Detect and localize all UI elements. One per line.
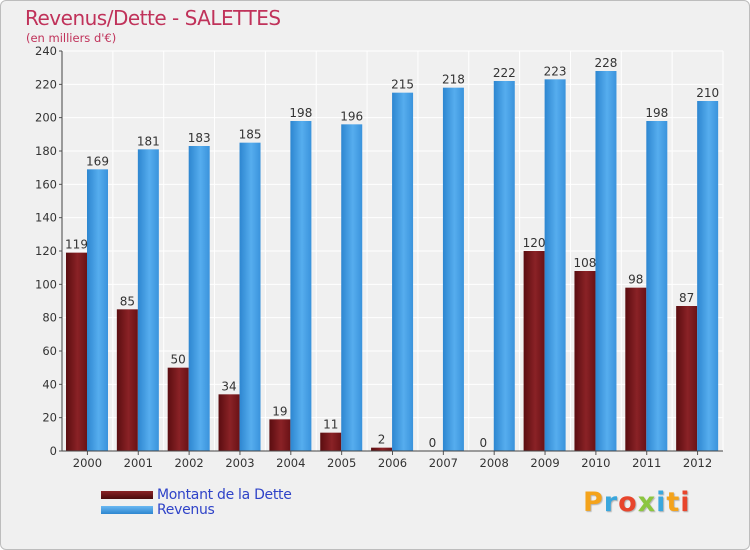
data-label-debt-2004: 19 [272, 404, 287, 418]
x-tick-label-2006: 2006 [378, 456, 407, 470]
chart-subtitle: (en milliers d'€) [26, 31, 117, 45]
data-label-debt-2002: 50 [171, 353, 186, 367]
logo-letter: i [680, 487, 691, 518]
data-label-debt-2000: 119 [65, 238, 88, 252]
y-tick-label: 200 [35, 111, 57, 125]
bar-revenue-2006 [392, 92, 414, 452]
bar-debt-2001 [116, 309, 138, 451]
data-label-revenue-2002: 183 [188, 131, 211, 145]
y-tick-label: 0 [50, 444, 57, 458]
bar-revenue-2011 [646, 121, 668, 451]
data-label-debt-2006: 2 [378, 433, 386, 447]
logo-letter: i [656, 487, 667, 518]
y-tick-label: 240 [35, 44, 57, 58]
x-tick-label-2010: 2010 [581, 456, 610, 470]
bar-revenue-2009 [544, 79, 566, 451]
y-tick-label: 220 [35, 77, 57, 91]
data-label-debt-2012: 87 [679, 291, 694, 305]
x-tick-label-2003: 2003 [225, 456, 254, 470]
legend-label-revenue: Revenus [157, 502, 215, 518]
data-label-revenue-2010: 228 [595, 56, 618, 70]
legend-swatch-revenue [101, 506, 153, 514]
data-label-debt-2008: 0 [479, 436, 487, 450]
bar-revenue-2000 [87, 169, 108, 452]
logo-letter: x [637, 487, 657, 518]
bar-debt-2012 [676, 306, 698, 451]
data-label-revenue-2009: 223 [544, 64, 567, 78]
logo-letter: t [666, 487, 681, 518]
data-label-debt-2001: 85 [120, 294, 135, 308]
bar-debt-2004 [269, 419, 291, 451]
data-label-revenue-2001: 181 [137, 134, 160, 148]
bar-revenue-2002 [188, 146, 210, 451]
x-tick-label-2011: 2011 [632, 456, 661, 470]
bar-debt-2003 [218, 394, 240, 451]
legend-swatch-debt [101, 491, 153, 499]
bar-revenue-2001 [137, 149, 159, 452]
y-tick-label: 100 [35, 277, 57, 291]
bar-revenue-2010 [595, 71, 617, 451]
bar-revenue-2003 [239, 142, 261, 451]
y-tick-label: 140 [35, 211, 57, 225]
bar-debt-2000 [66, 252, 87, 451]
y-tick-label: 40 [42, 377, 57, 391]
bar-debt-2006 [371, 447, 393, 451]
y-tick-label: 80 [42, 311, 57, 325]
bar-revenue-2005 [341, 124, 363, 451]
proxiti-logo: Proxiti [583, 487, 691, 518]
data-label-debt-2003: 34 [221, 379, 236, 393]
x-tick-label-2000: 2000 [73, 456, 102, 470]
bar-revenue-2004 [290, 121, 312, 451]
x-tick-label-2004: 2004 [276, 456, 305, 470]
bar-debt-2009 [523, 251, 545, 451]
logo-letter: o [618, 487, 638, 518]
data-label-revenue-2000: 169 [86, 154, 109, 168]
legend-label-debt: Montant de la Dette [157, 487, 292, 503]
data-label-debt-2011: 98 [628, 273, 643, 287]
x-tick-label-2007: 2007 [429, 456, 458, 470]
x-tick-label-2002: 2002 [174, 456, 203, 470]
y-tick-label: 60 [42, 344, 57, 358]
x-tick-label-2005: 2005 [327, 456, 356, 470]
data-label-debt-2005: 11 [323, 418, 338, 432]
bar-revenue-2008 [493, 81, 515, 451]
data-label-revenue-2011: 198 [645, 106, 668, 120]
chart-title: Revenus/Dette - SALETTES [25, 6, 281, 30]
data-label-debt-2010: 108 [574, 256, 597, 270]
y-tick-label: 160 [35, 177, 57, 191]
bar-revenue-2012 [697, 101, 719, 451]
data-label-revenue-2008: 222 [493, 66, 516, 80]
y-tick-label: 20 [42, 411, 57, 425]
data-label-revenue-2006: 215 [391, 78, 414, 92]
data-label-revenue-2007: 218 [442, 73, 465, 87]
data-label-debt-2009: 120 [523, 236, 546, 250]
logo-letter: r [603, 487, 619, 518]
bar-revenue-2007 [442, 87, 464, 452]
x-tick-label-2009: 2009 [530, 456, 559, 470]
bar-debt-2005 [320, 432, 342, 451]
bar-debt-2010 [574, 271, 596, 451]
x-tick-label-2012: 2012 [683, 456, 712, 470]
bar-debt-2002 [167, 367, 189, 451]
data-label-revenue-2005: 196 [340, 109, 363, 123]
data-label-revenue-2003: 185 [239, 128, 262, 142]
data-label-debt-2007: 0 [429, 436, 437, 450]
data-label-revenue-2012: 210 [696, 86, 719, 100]
logo-letter: P [583, 487, 604, 518]
y-tick-label: 120 [35, 244, 57, 258]
y-tick-label: 180 [35, 144, 57, 158]
x-tick-label-2001: 2001 [124, 456, 153, 470]
x-tick-label-2008: 2008 [480, 456, 509, 470]
data-label-revenue-2004: 198 [289, 106, 312, 120]
bar-debt-2011 [625, 287, 647, 451]
